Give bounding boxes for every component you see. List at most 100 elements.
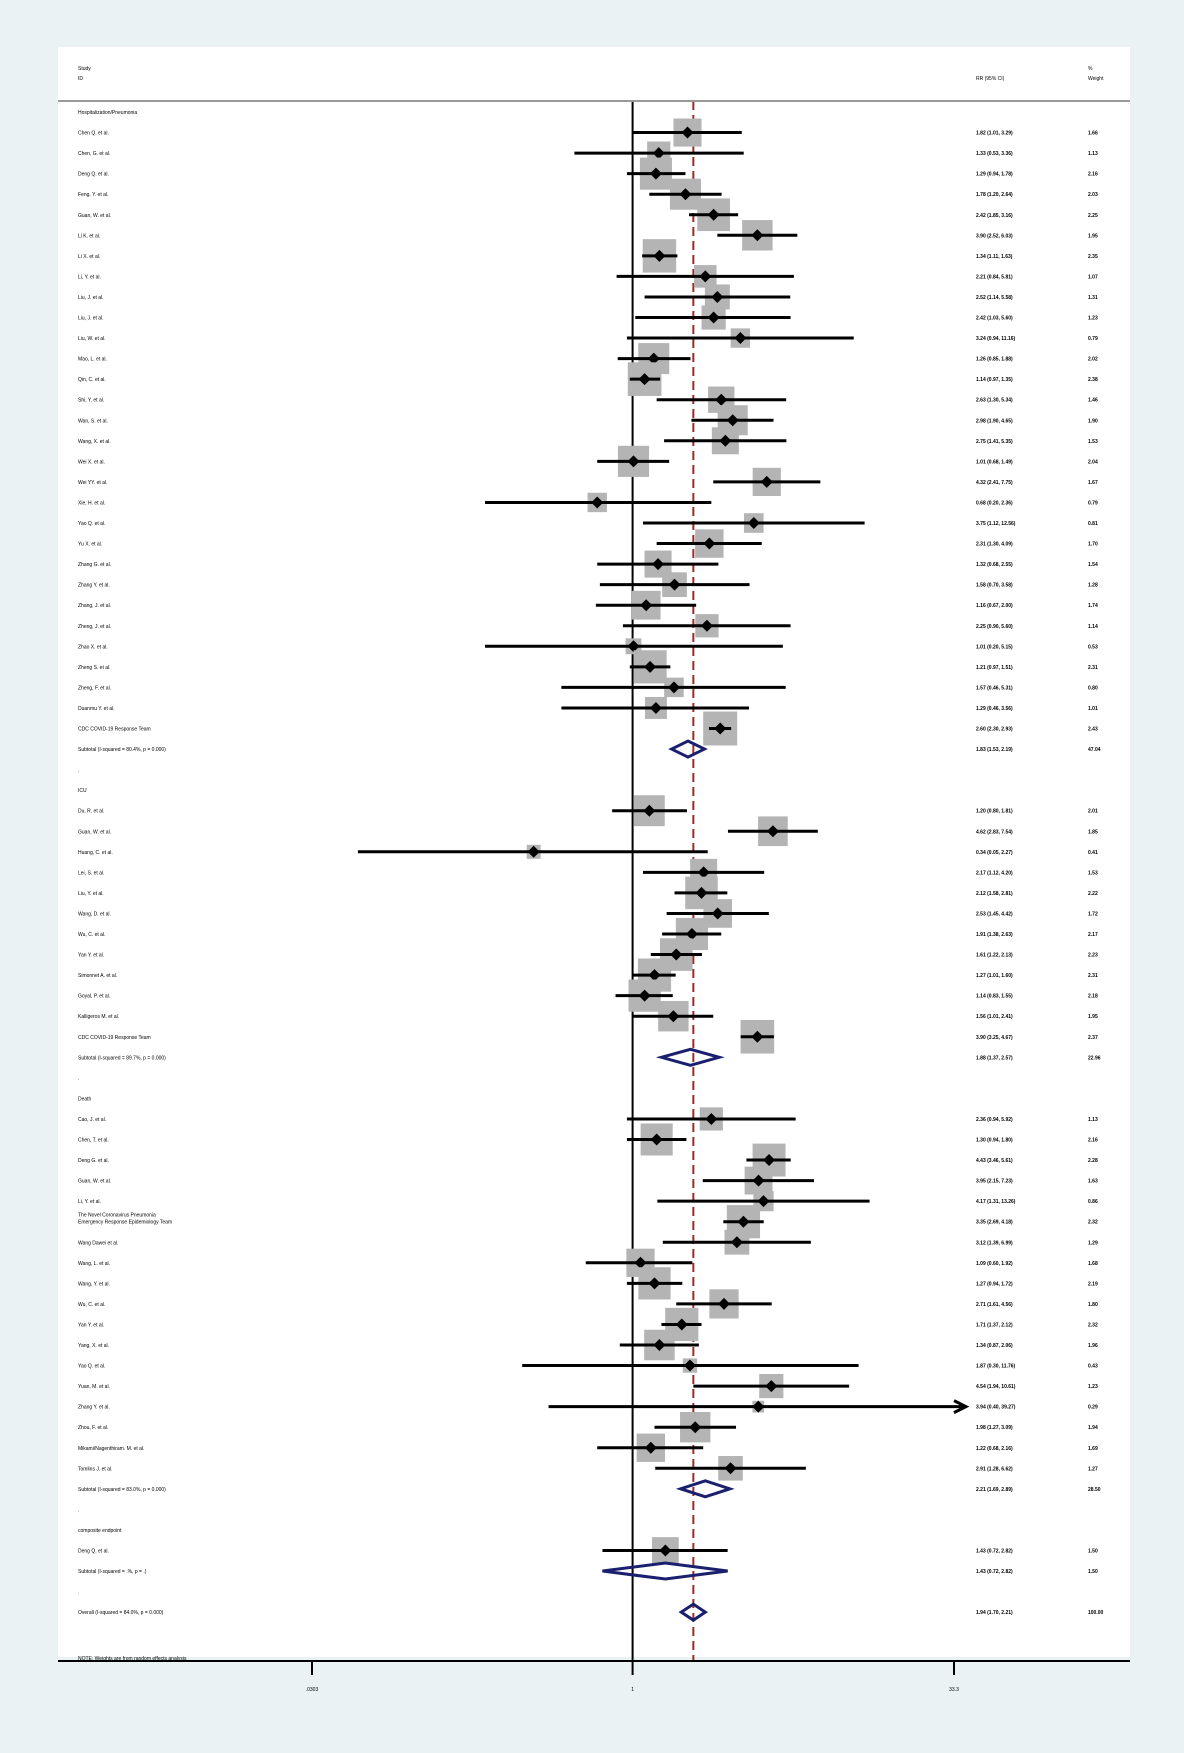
rr-ci-text: 2.12 (1.58, 2.81)	[976, 891, 1013, 897]
point-estimate-marker	[679, 188, 692, 201]
point-estimate-marker	[726, 414, 739, 427]
rr-ci-text: 4.17 (1.31, 13.26)	[976, 1199, 1016, 1205]
study-label: Cao, J. et al.	[78, 1117, 106, 1123]
rr-ci-text: 1.61 (1.22, 2.13)	[976, 953, 1013, 959]
rr-ci-text: 2.60 (2.30, 2.93)	[976, 727, 1013, 733]
study-label: Deng G. et al.	[78, 1158, 109, 1164]
point-estimate-marker	[591, 496, 604, 509]
study-label: Chen Q. et al.	[78, 131, 109, 137]
rr-ci-text: 1.71 (1.37, 2.12)	[976, 1322, 1013, 1328]
rr-ci-text: 1.57 (0.46, 5.31)	[976, 685, 1013, 691]
study-label: Yao Q. et al.	[78, 1364, 105, 1370]
rr-ci-text: 2.42 (1.03, 5.60)	[976, 316, 1013, 322]
rr-ci-text: 3.75 (1.12, 12.56)	[976, 521, 1016, 527]
study-label: Mao, L. et al.	[78, 357, 107, 363]
point-estimate-marker	[724, 1462, 737, 1475]
rr-ci-text: 1.01 (0.20, 5.15)	[976, 644, 1013, 650]
header-weight-label: Weight	[1088, 76, 1104, 82]
subtotal-diamond	[675, 1479, 735, 1499]
weight-text: 1.54	[1088, 562, 1098, 568]
point-estimate-marker	[752, 1174, 765, 1187]
point-estimate-marker	[717, 1297, 730, 1310]
point-estimate-marker	[683, 1359, 696, 1372]
weight-text: 100.00	[1088, 1610, 1104, 1616]
rr-ci-text: 3.94 (0.40, 39.27)	[976, 1405, 1016, 1411]
rr-ci-text: 1.14 (0.83, 1.55)	[976, 994, 1013, 1000]
weight-text: 22.96	[1088, 1055, 1101, 1061]
spacer-dot: .	[78, 1507, 79, 1513]
study-label: Goyal, P. et al.	[78, 994, 110, 1000]
rr-ci-text: 2.71 (1.61, 4.56)	[976, 1302, 1013, 1308]
study-label: Deng Q. et al.	[78, 1549, 109, 1555]
rr-ci-text: 1.32 (0.68, 2.55)	[976, 562, 1013, 568]
header-rr-label: RR (95% CI)	[976, 76, 1005, 82]
rr-ci-text: 0.68 (0.20, 2.36)	[976, 500, 1013, 506]
point-estimate-marker	[719, 434, 732, 447]
study-label: Yan Y. et al.	[78, 953, 104, 959]
rr-ci-text: 1.29 (0.46, 3.56)	[976, 706, 1013, 712]
rr-ci-text: 2.63 (1.30, 5.34)	[976, 398, 1013, 404]
study-label: Zhang Y. et al.	[78, 1405, 110, 1411]
weight-text: 0.86	[1088, 1199, 1098, 1205]
rr-ci-text: 1.87 (0.30, 11.76)	[976, 1364, 1016, 1370]
plot-panel: Hospitalization/Pneumonia Chen Q. et al. 1…	[8, 8, 1176, 1745]
rr-ci-text: 1.09 (0.60, 1.92)	[976, 1261, 1013, 1267]
point-estimate-marker	[763, 1154, 776, 1167]
weight-text: 2.32	[1088, 1322, 1098, 1328]
weight-text: 2.18	[1088, 994, 1098, 1000]
study-label: Wang, Y. et al.	[78, 1281, 110, 1287]
rr-ci-text: 2.25 (0.90, 5.60)	[976, 624, 1013, 630]
spacer-dot: .	[78, 768, 79, 774]
point-estimate-marker	[668, 578, 681, 591]
rr-ci-text: 1.91 (1.38, 2.63)	[976, 932, 1013, 938]
study-label: Wang, X. et al.	[78, 439, 111, 445]
point-estimate-marker	[644, 660, 657, 673]
point-estimate-marker	[766, 825, 779, 838]
header-id-label: ID	[78, 76, 83, 82]
rr-ci-text: 1.27 (1.01, 1.60)	[976, 973, 1013, 979]
point-estimate-marker	[650, 1133, 663, 1146]
point-estimate-marker	[643, 804, 656, 817]
study-label: Huang, C. et al.	[78, 850, 113, 856]
weight-text: 1.66	[1088, 131, 1098, 137]
rr-ci-text: 1.43 (0.72, 2.82)	[976, 1569, 1013, 1575]
weight-text: 2.22	[1088, 891, 1098, 897]
overall-label: Overall (I-squared = 84.0%, p = 0.000)	[78, 1610, 164, 1616]
rr-ci-text: 1.56 (1.01, 2.41)	[976, 1014, 1013, 1020]
study-label: Li K. et al.	[78, 233, 100, 239]
weight-text: 1.28	[1088, 583, 1098, 589]
weight-text: 1.07	[1088, 274, 1098, 280]
weight-text: 2.38	[1088, 377, 1098, 383]
subtotal-diamond	[655, 1047, 725, 1067]
study-label: Wu, C. et al.	[78, 932, 105, 938]
weight-text: 1.72	[1088, 911, 1098, 917]
weight-text: 1.29	[1088, 1240, 1098, 1246]
subtotal-label: Subtotal (I-squared = 83.0%, p = 0.000)	[78, 1487, 166, 1493]
rr-ci-text: 1.94 (1.70, 2.21)	[976, 1610, 1013, 1616]
rr-ci-text: 1.16 (0.67, 2.00)	[976, 603, 1013, 609]
study-label: Zhang, J. et al.	[78, 603, 111, 609]
point-estimate-marker	[649, 701, 662, 714]
weight-text: 1.13	[1088, 151, 1098, 157]
study-label: Li, Y. et al.	[78, 274, 101, 280]
rr-ci-text: 3.95 (2.15, 7.23)	[976, 1179, 1013, 1185]
study-label: Zhao X. et al.	[78, 644, 108, 650]
point-estimate-marker	[730, 1236, 743, 1249]
point-estimate-marker	[685, 928, 698, 940]
study-label: Liu, W. et al.	[78, 336, 106, 342]
rr-ci-text: 1.26 (0.85, 1.88)	[976, 357, 1013, 363]
weight-text: 1.74	[1088, 603, 1098, 609]
point-estimate-marker	[695, 886, 708, 899]
weight-text: 2.31	[1088, 665, 1098, 671]
point-estimate-marker	[659, 1544, 672, 1557]
subtotal-label: Subtotal (I-squared = 80.4%, p = 0.000)	[78, 747, 166, 753]
weight-text: 2.04	[1088, 459, 1098, 465]
footnote: NOTE: Weights are from random effects an…	[78, 1656, 187, 1662]
point-estimate-marker	[765, 1380, 778, 1393]
rr-ci-text: 1.78 (1.20, 2.64)	[976, 192, 1013, 198]
rr-ci-text: 0.34 (0.05, 2.27)	[976, 850, 1013, 856]
point-estimate-marker	[705, 1112, 718, 1125]
weight-text: 2.16	[1088, 172, 1098, 178]
rr-ci-text: 2.31 (1.30, 4.09)	[976, 542, 1013, 548]
point-estimate-marker	[652, 147, 665, 160]
